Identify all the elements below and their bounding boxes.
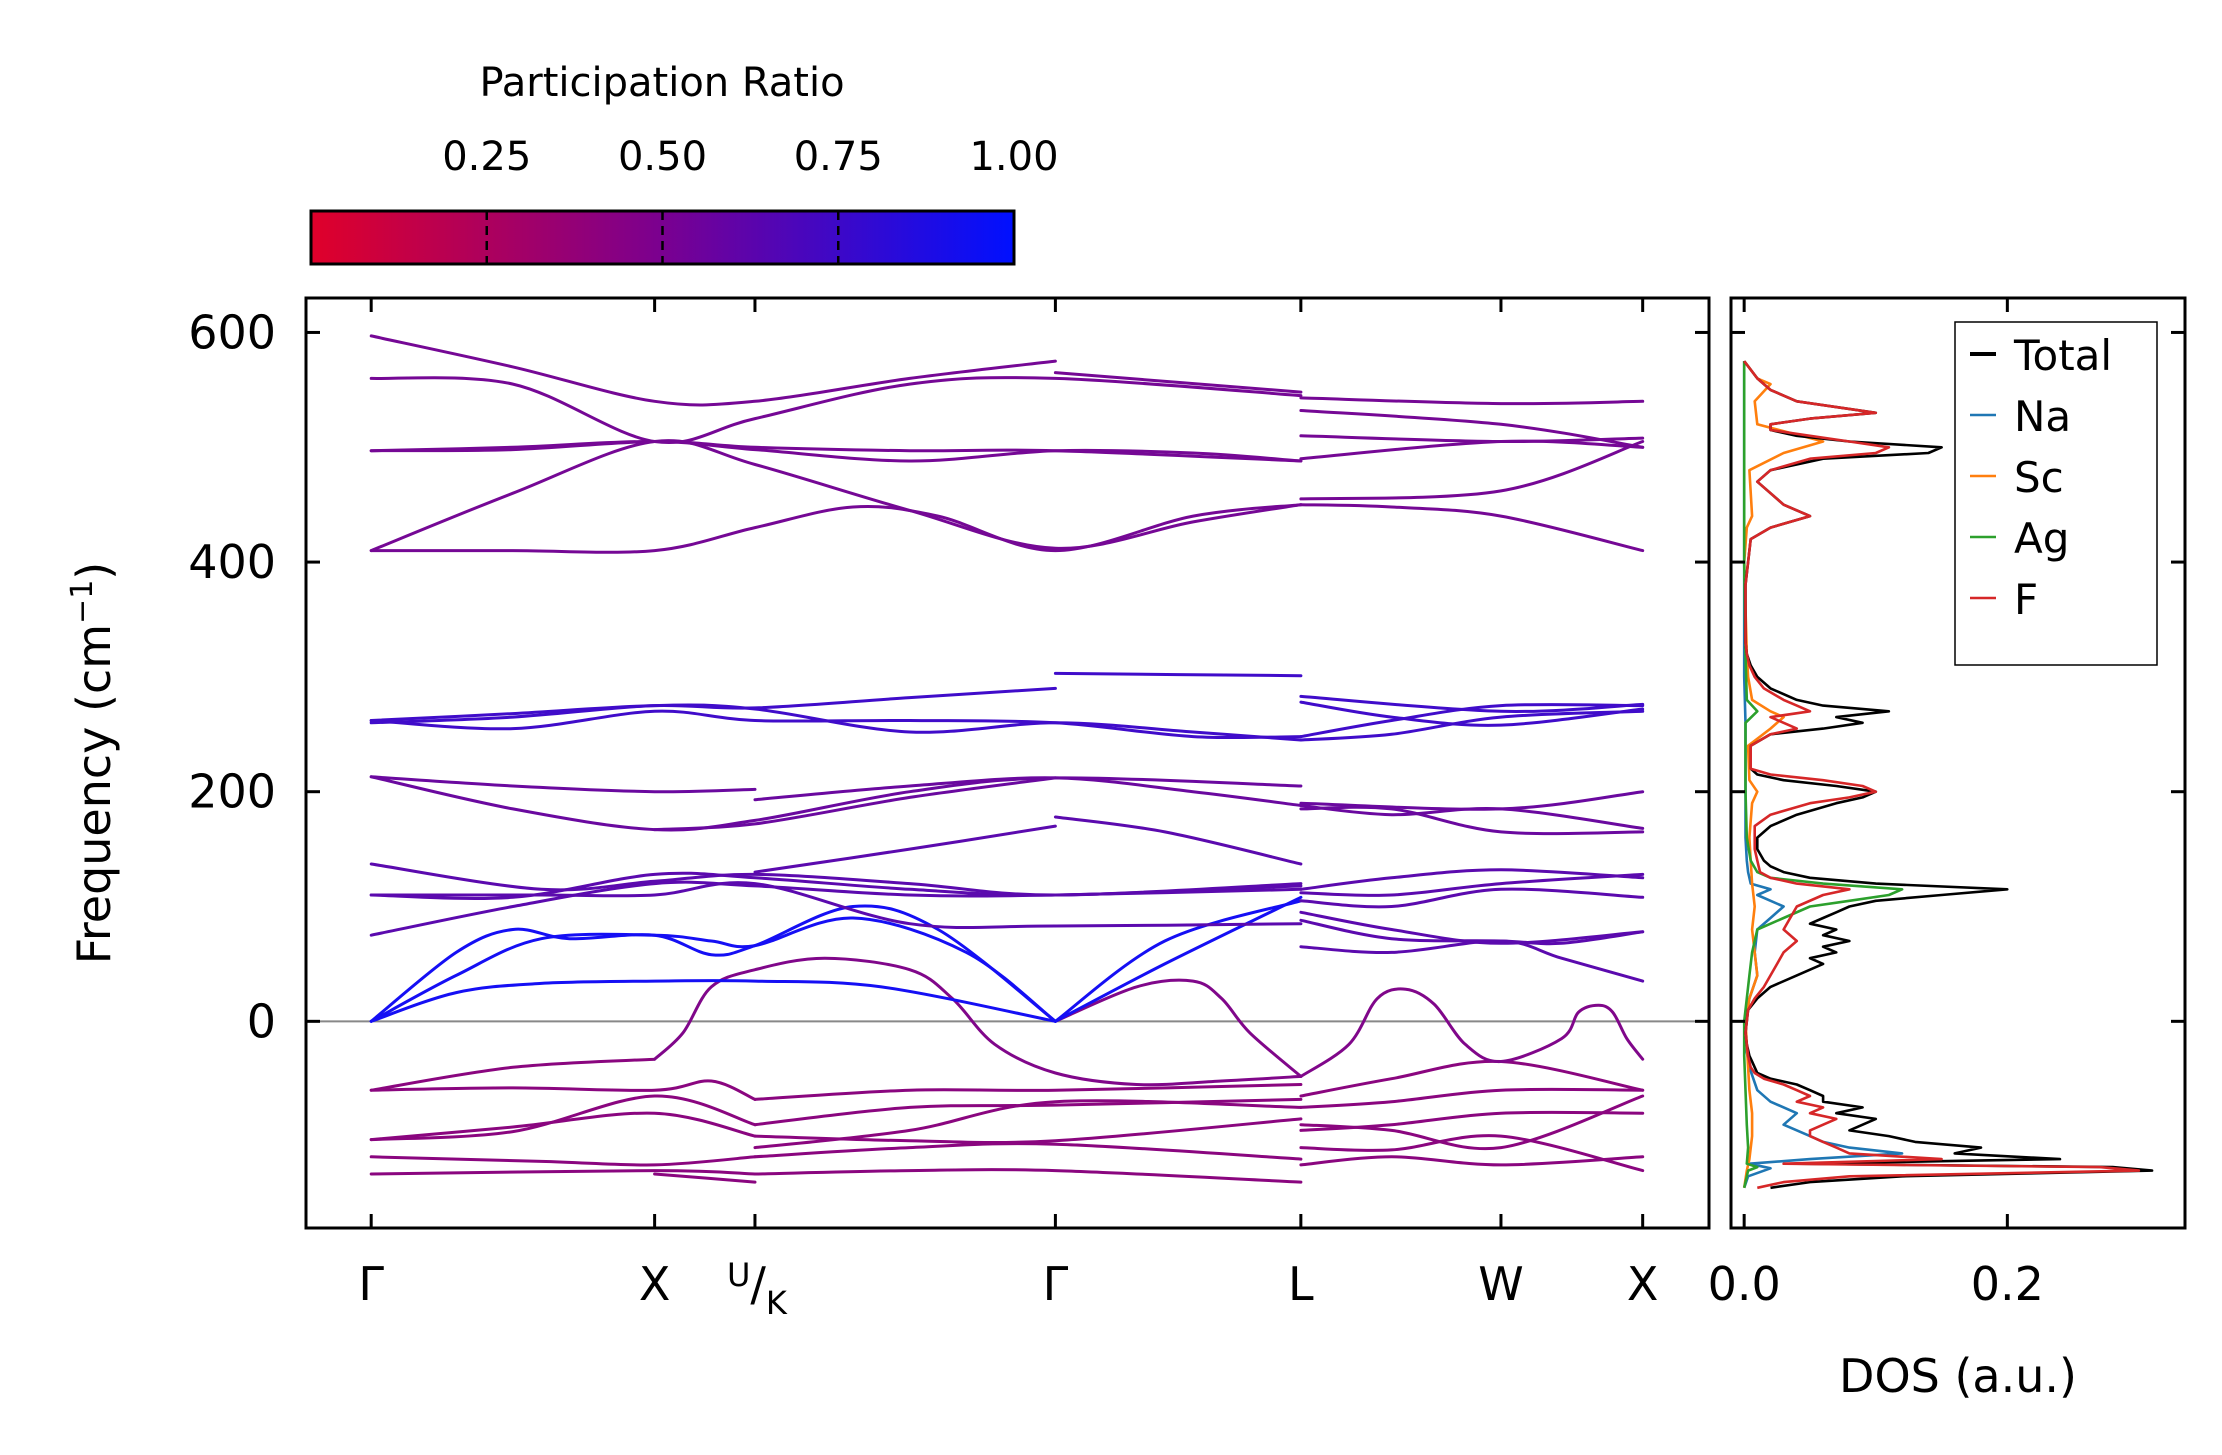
kpoint-label: Γ [358,1257,384,1311]
legend-entry: Sc [2014,453,2064,502]
band-u6 [369,334,1057,407]
band-nA [653,956,1303,1087]
band-b1b [653,1172,757,1184]
dos-curves [1742,360,2154,1190]
kpoint-label: L [1288,1257,1314,1311]
band-b8 [753,1142,1303,1161]
band-o9 [1299,887,1645,909]
band-b13 [1299,1134,1645,1173]
band-u4 [369,439,1303,463]
band-b3 [369,1111,757,1142]
band-panel-frame [304,296,1711,1230]
band-m4 [653,776,1057,832]
band-o12 [1299,939,1645,983]
band-b2 [369,1155,757,1167]
kpoint-label: X [1627,1257,1659,1311]
band-t3 [369,703,1303,742]
y-axis-ticks: 600 400 200 0 [188,305,1709,1048]
colorbar-tick-label: 1.00 [969,134,1058,180]
colorbar-tick-label: 0.75 [794,134,883,180]
band-m7 [1299,804,1645,830]
colorbar-tick-labels: 0.25 0.50 0.75 1.00 [442,134,1058,180]
dos-x-axis-label: DOS (a.u.) [1839,1349,2077,1403]
dos-axis-ticks: 0.0 0.2 [1708,298,2185,1311]
y-tick-label: 200 [188,765,276,819]
band-t4 [1053,671,1303,678]
kpoint-label: W [1478,1257,1523,1311]
y-tick-label: 400 [188,535,276,589]
colorbar-tick-label: 0.50 [618,134,707,180]
y-axis-label: Frequency (cm−1) [65,562,121,965]
phonon-bands [369,334,1645,1184]
dos-panel-frame [1729,296,2187,1230]
band-o7 [1299,868,1645,891]
band-t1 [369,686,1057,722]
y-tick-label: 0 [247,994,276,1048]
band-structure-panel: 600 400 200 0 Γ X U/K Γ L W X Frequency (cm−1) [65,296,1711,1322]
band-b11 [753,1083,1303,1101]
band-b11b [753,1099,1303,1150]
band-m6 [1299,805,1645,836]
band-o6 [1053,815,1303,866]
band-b15 [1299,1087,1645,1109]
band-ac3 [369,904,1057,1023]
legend-box [1954,321,2158,666]
band-b4 [369,1094,757,1142]
band-b17 [1299,1094,1645,1151]
band-nC [1053,978,1303,1078]
dos-x-tick-label: 0.2 [1971,1257,2044,1311]
kpoint-label: Γ [1043,1257,1069,1311]
band-o3 [369,862,1303,897]
colorbar: Participation Ratio 0.25 0.50 0.75 1.00 [309,60,1059,266]
x-axis-kpoint-ticks: Γ X U/K Γ L W X [358,298,1658,1322]
colorbar-title: Participation Ratio [479,60,844,106]
legend: Total Na Sc Ag F [1954,321,2158,666]
legend-entry: F [2014,575,2038,624]
band-b5 [369,1057,657,1092]
legend-entry: Ag [2014,514,2069,563]
band-ac1 [369,916,1057,1023]
y-tick-label: 600 [188,305,276,359]
band-u9 [1299,503,1645,553]
kpoint-label: X [639,1257,671,1311]
band-b16 [1299,1059,1645,1098]
dos-series-ag [1742,361,1904,1189]
band-b6 [369,1079,757,1101]
band-u3 [369,439,1303,463]
band-u1 [369,503,1303,554]
band-nB [1299,987,1645,1078]
band-u12 [1299,409,1645,449]
band-t7 [1299,702,1645,739]
dos-panel: 0.0 0.2 DOS (a.u.) Total Na Sc Ag F [1708,296,2187,1403]
band-ac4 [1053,895,1303,1023]
band-ac5 [1053,899,1303,1023]
band-u8 [1299,440,1645,501]
dos-series-f [1743,360,2141,1190]
band-o8 [1299,872,1645,897]
legend-entry: Total [2013,331,2112,380]
band-o5 [753,824,1057,874]
dos-x-tick-label: 0.0 [1708,1257,1781,1311]
legend-entry: Na [2014,392,2071,441]
band-b12 [1299,1155,1645,1167]
band-b1 [369,1169,757,1176]
band-b7 [753,1168,1303,1184]
band-u13 [1299,396,1645,406]
band-o4 [369,881,1303,930]
band-u5 [369,376,1303,444]
band-ac2 [369,979,1057,1023]
colorbar-tick-label: 0.25 [442,134,531,180]
band-t8 [1299,709,1645,742]
band-m1 [369,775,757,794]
colorbar-ticks [485,211,840,264]
band-t5 [1299,694,1645,713]
band-u2 [369,439,1303,553]
band-b10 [753,1097,1303,1127]
band-u10 [1299,439,1645,461]
kpoint-label-u-k: U/K [727,1256,788,1322]
dos-series-sc [1742,360,1825,1188]
band-u7 [1053,371,1303,394]
